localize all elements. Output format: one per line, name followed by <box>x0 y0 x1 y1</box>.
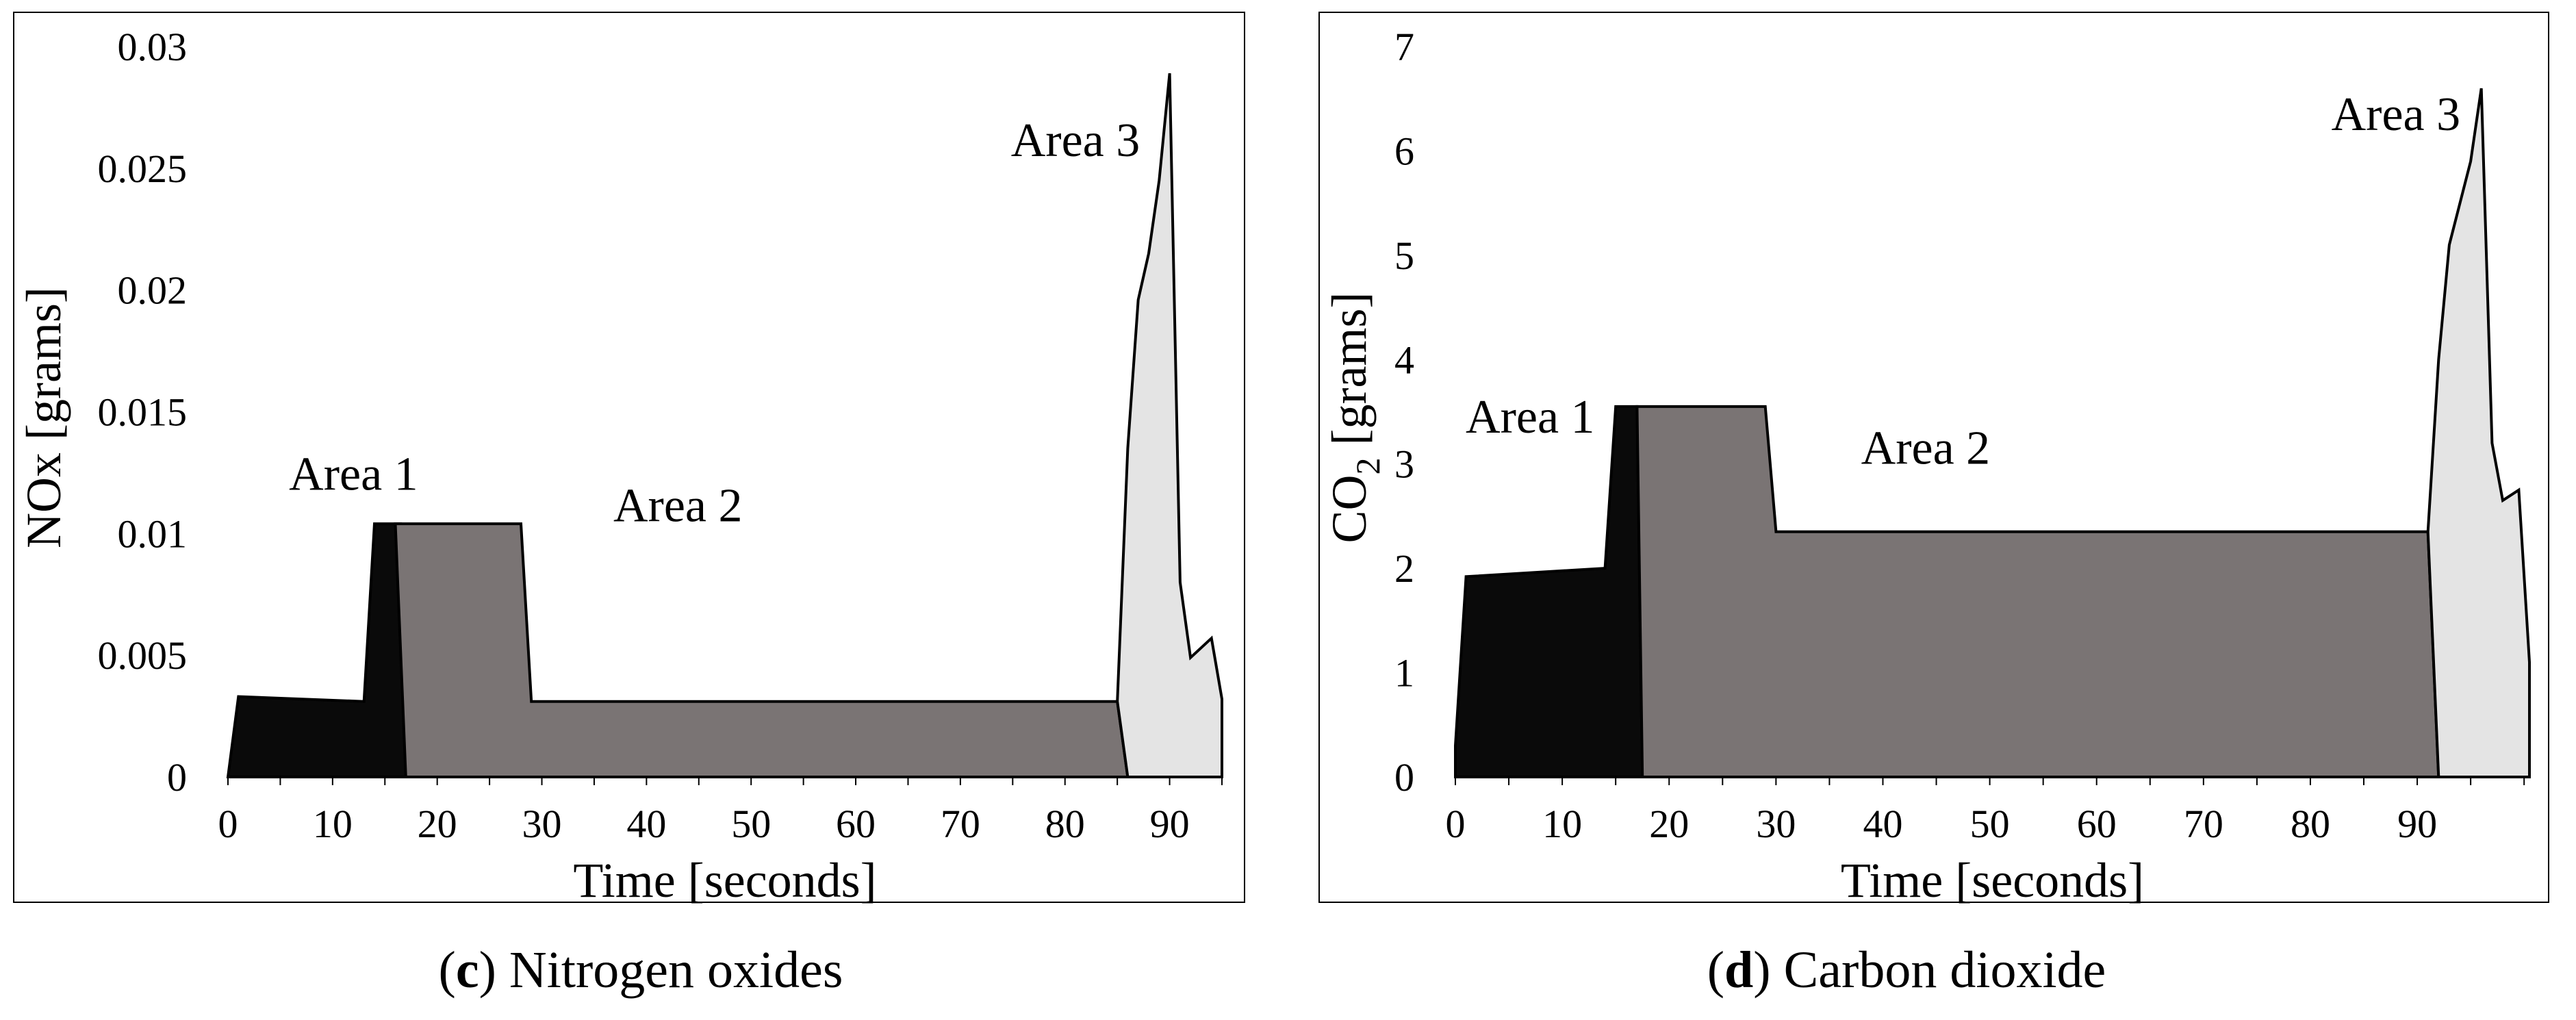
x-tick-label: 60 <box>2077 802 2117 846</box>
y-axis-label: NOx [grams] <box>16 287 71 548</box>
y-axis-label: CO2 [grams] <box>1322 292 1387 544</box>
area-3-label: Area 3 <box>2332 88 2461 141</box>
y-tick-label: 1 <box>1394 651 1414 696</box>
x-tick-label: 10 <box>313 802 353 846</box>
x-tick-label: 80 <box>1045 802 1085 846</box>
chart-frame <box>13 12 1245 903</box>
x-tick-label: 90 <box>1150 802 1190 846</box>
x-axis-label: Time [seconds] <box>573 853 876 908</box>
y-tick-label: 6 <box>1394 129 1414 173</box>
y-tick-label: 5 <box>1394 233 1414 278</box>
x-tick-label: 50 <box>1970 802 2010 846</box>
y-tick-label: 0.01 <box>118 511 188 556</box>
nox-chart: 0 10 20 30 40 50 60 70 80 90 0 0.005 0.01 0.015 0.02 0.… <box>13 12 1245 908</box>
caption-co2: (d) Carbon dioxide <box>1707 941 2106 999</box>
area-2-area <box>394 522 1130 778</box>
chart-panel-co2: 0 10 20 30 40 50 60 70 80 90 0 1 2 3 4 5 6 7 Time [seconds… <box>1287 0 2576 1020</box>
x-tick-label: 90 <box>2397 802 2437 846</box>
x-tick-label: 70 <box>941 802 980 846</box>
area-1-label: Area 1 <box>289 448 418 500</box>
caption-text: Carbon dioxide <box>1783 941 2106 999</box>
caption-letter: c <box>455 941 479 999</box>
area-3-area <box>1116 73 1223 778</box>
x-tick-label: 20 <box>418 802 457 846</box>
area-1-area <box>1454 405 1644 778</box>
area-2-label: Area 2 <box>1861 422 1991 475</box>
x-tick-label: 40 <box>626 802 666 846</box>
area-1-label: Area 1 <box>1466 391 1595 444</box>
area-2-area <box>1635 405 2440 778</box>
x-tick-label: 40 <box>1863 802 1902 846</box>
y-tick-label: 2 <box>1394 546 1414 591</box>
chart-panel-nox: 0 10 20 30 40 50 60 70 80 90 0 0.005 0.01 0.015 0.02 0.… <box>0 0 1287 1020</box>
x-tick-label: 20 <box>1649 802 1689 846</box>
area-2-label: Area 2 <box>613 480 743 533</box>
caption-letter: d <box>1724 941 1754 999</box>
x-tick-label: 0 <box>1446 802 1466 846</box>
y-tick-label: 7 <box>1394 25 1414 69</box>
caption-nox: (c) Nitrogen oxides <box>438 941 843 999</box>
x-axis-label: Time [seconds] <box>1841 853 2144 908</box>
y-tick-label: 0.03 <box>118 25 188 69</box>
y-tick-label: 0 <box>167 755 187 800</box>
x-tick-label: 80 <box>2291 802 2330 846</box>
y-tick-label: 3 <box>1394 442 1414 487</box>
area-1-area <box>226 522 407 778</box>
x-tick-label: 30 <box>522 802 562 846</box>
x-tick-label: 0 <box>218 802 238 846</box>
x-tick-label: 70 <box>2184 802 2223 846</box>
x-tick-label: 10 <box>1542 802 1582 846</box>
y-tick-label: 0.005 <box>98 633 188 678</box>
y-tick-label: 0.02 <box>118 268 188 313</box>
y-tick-label: 0.015 <box>98 390 188 435</box>
area-3-area <box>2426 88 2531 778</box>
y-tick-label: 4 <box>1394 337 1414 382</box>
y-tick-label: 0 <box>1394 755 1414 800</box>
caption-text: Nitrogen oxides <box>509 941 843 999</box>
y-tick-label: 0.025 <box>98 146 188 191</box>
co2-chart: 0 10 20 30 40 50 60 70 80 90 0 1 2 3 4 5 6 7 Time [seconds… <box>1318 12 2549 908</box>
area-3-label: Area 3 <box>1011 114 1140 167</box>
x-tick-label: 30 <box>1756 802 1796 846</box>
x-tick-label: 60 <box>836 802 876 846</box>
x-tick-label: 50 <box>731 802 771 846</box>
chart-frame <box>1318 12 2549 903</box>
